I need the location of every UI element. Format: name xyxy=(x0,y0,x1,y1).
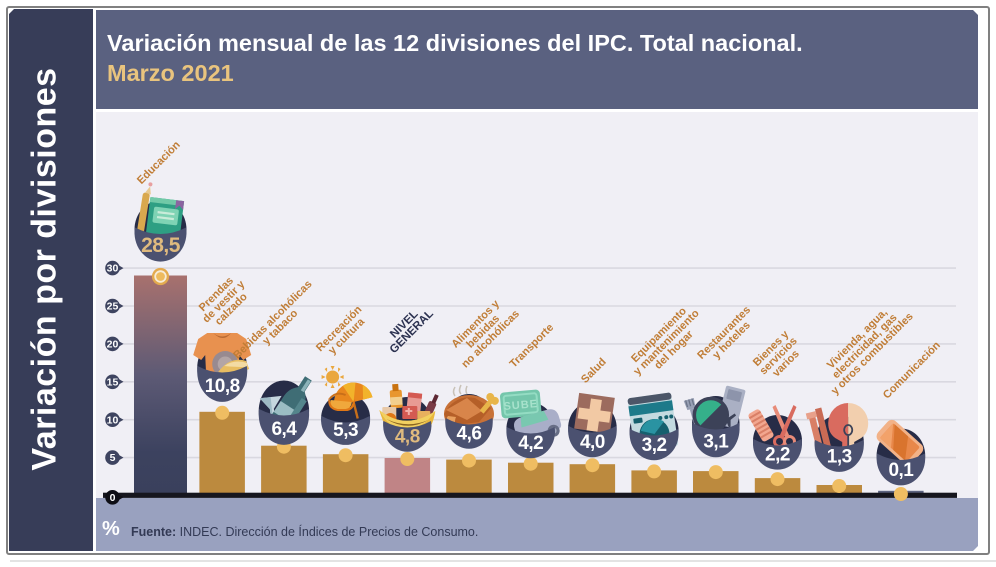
svg-text:28,5: 28,5 xyxy=(141,234,181,257)
svg-text:Educación: Educación xyxy=(135,139,183,187)
svg-text:2,2: 2,2 xyxy=(765,445,790,466)
svg-text:25: 25 xyxy=(107,301,119,313)
svg-text:10,8: 10,8 xyxy=(205,376,240,397)
svg-text:0: 0 xyxy=(110,492,116,504)
svg-text:3,2: 3,2 xyxy=(642,435,667,456)
svg-text:6,4: 6,4 xyxy=(271,419,297,440)
svg-text:0,1: 0,1 xyxy=(888,460,914,481)
svg-text:10: 10 xyxy=(107,414,119,426)
svg-text:Bebidas alcohólicasy tabaco: Bebidas alcohólicasy tabaco xyxy=(231,278,322,369)
svg-text:Bienes yserviciosvarios: Bienes yserviciosvarios xyxy=(750,328,807,385)
svg-text:4,8: 4,8 xyxy=(395,427,420,448)
svg-text:4,6: 4,6 xyxy=(457,424,482,445)
svg-text:5: 5 xyxy=(110,452,116,464)
svg-text:15: 15 xyxy=(107,376,119,388)
svg-text:Comunicación: Comunicación xyxy=(881,339,943,401)
svg-text:20: 20 xyxy=(107,339,119,351)
svg-text:5,3: 5,3 xyxy=(333,420,358,441)
svg-text:30: 30 xyxy=(107,263,119,275)
svg-text:NIVELGENERAL: NIVELGENERAL xyxy=(380,300,436,356)
svg-text:3,1: 3,1 xyxy=(703,432,729,453)
svg-text:Recreacióny cultura: Recreacióny cultura xyxy=(314,303,372,361)
svg-text:4,2: 4,2 xyxy=(518,433,543,454)
svg-text:1,3: 1,3 xyxy=(827,447,852,468)
svg-text:SUBE: SUBE xyxy=(503,398,538,413)
svg-text:Equipamientoy mantenimientodel: Equipamientoy mantenimientodel hogar xyxy=(624,300,709,385)
svg-text:Transporte: Transporte xyxy=(508,322,557,371)
svg-text:4,0: 4,0 xyxy=(580,432,605,453)
svg-text:Prendasde vestir ycalzado: Prendasde vestir ycalzado xyxy=(193,270,256,333)
